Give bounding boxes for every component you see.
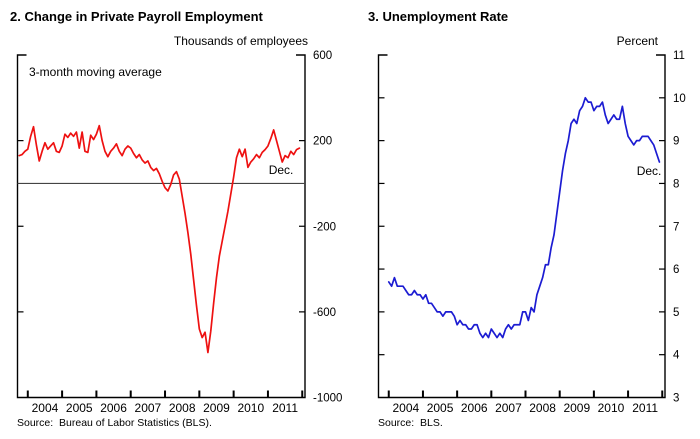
unemployment-chart-title: 3. Unemployment Rate	[368, 9, 509, 24]
payroll-source-note: Source: Bureau of Labor Statistics (BLS)…	[17, 417, 212, 429]
y-tick-label: 7	[673, 221, 679, 233]
y-tick-label: 200	[313, 136, 332, 148]
y-tick-label: 9	[673, 136, 679, 148]
y-tick-label: -200	[313, 221, 336, 233]
x-tick-label: 2006	[100, 401, 127, 415]
y-tick-label: 8	[673, 178, 679, 190]
axis-frame	[16, 54, 306, 399]
y-tick-label: 6	[673, 264, 679, 276]
y-tick-label: -1000	[313, 393, 342, 405]
x-tick-label: 2011	[632, 401, 658, 415]
dec-end-label: Dec.	[637, 164, 662, 178]
unemployment-source-note: Source: BLS.	[378, 417, 443, 429]
y-tick-label: 5	[673, 307, 679, 319]
data-series-line	[18, 124, 301, 354]
y-tick-label: 10	[673, 93, 686, 105]
x-tick-label: 2011	[272, 401, 298, 415]
x-tick-label: 2009	[563, 401, 590, 415]
y-tick-label: 11	[673, 50, 685, 62]
x-tick-label: 2007	[135, 401, 162, 415]
x-tick-label: 2009	[203, 401, 230, 415]
x-tick-label: 2005	[427, 401, 454, 415]
moving-average-annotation: 3-month moving average	[29, 65, 162, 79]
y-tick-label: 4	[673, 350, 680, 362]
x-tick-label: 2004	[32, 401, 59, 415]
x-tick-label: 2004	[392, 401, 419, 415]
unemployment-chart-plot: 11 10 9 8 7 6 5 4 3 2004 2005 2006 2007 2008 2009 2010 2…	[377, 50, 686, 415]
x-tick-label: 2010	[598, 401, 625, 415]
x-tick-label: 2008	[169, 401, 196, 415]
x-tick-label: 2008	[529, 401, 556, 415]
x-tick-label: 2005	[66, 401, 93, 415]
payroll-unit-label: Thousands of employees	[173, 34, 308, 48]
dec-end-label: Dec.	[269, 163, 294, 177]
y-tick-label: 3	[673, 393, 679, 405]
payroll-chart-plot: 600 200 -200 -600 -1000 2004 2005 2006 2007 2008 2…	[16, 50, 342, 415]
data-series-line	[387, 96, 661, 339]
x-tick-label: 2007	[495, 401, 522, 415]
y-tick-label: -600	[313, 307, 336, 319]
payroll-chart-title: 2. Change in Private Payroll Employment	[10, 9, 263, 24]
x-tick-label: 2006	[461, 401, 488, 415]
y-tick-label: 600	[313, 50, 332, 62]
axis-frame	[377, 54, 666, 399]
unemployment-unit-label: Percent	[616, 34, 658, 48]
x-tick-label: 2010	[237, 401, 264, 415]
